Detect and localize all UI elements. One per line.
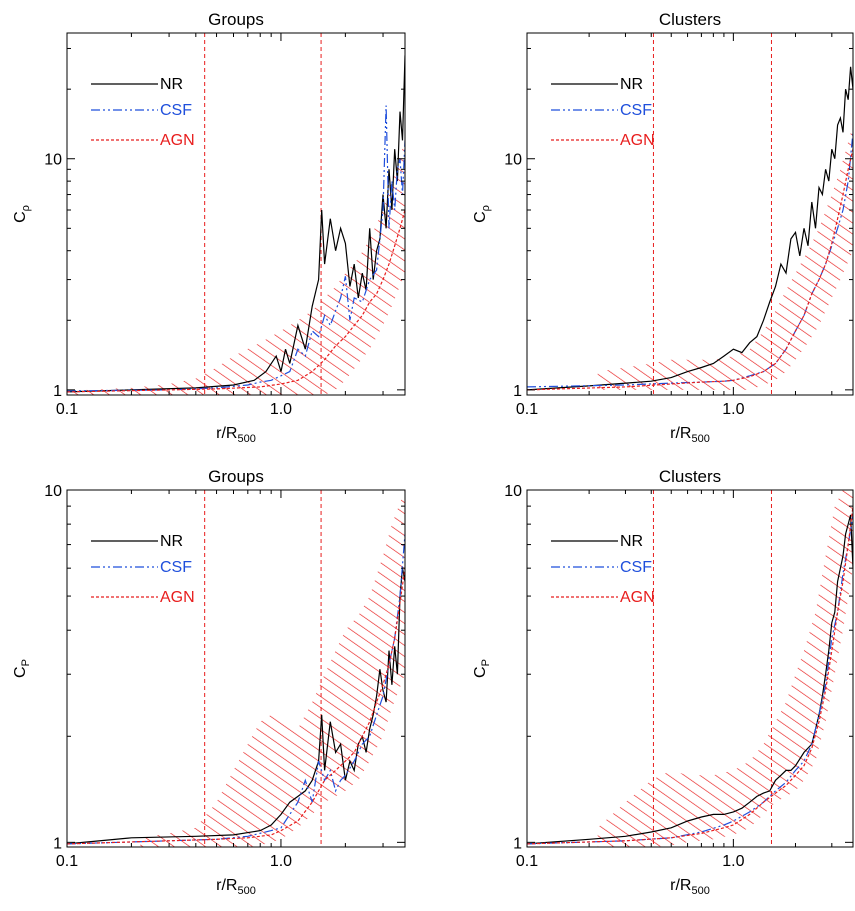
x-tick-label: 1.0 xyxy=(270,401,292,418)
axes-frame xyxy=(526,32,854,396)
y-tick-label: 10 xyxy=(504,152,522,169)
panel-title: Clusters xyxy=(659,467,721,486)
y-tick-label: 1 xyxy=(53,835,62,852)
y-tick-label: 10 xyxy=(44,483,62,500)
legend-label-agn: AGN xyxy=(160,589,195,606)
scatter-band xyxy=(597,125,853,390)
legend-label-nr: NR xyxy=(620,76,643,93)
plot-area xyxy=(527,490,853,847)
axes-frame xyxy=(66,489,406,848)
legend-label-nr: NR xyxy=(160,533,183,550)
y-axis-label: Cρ xyxy=(12,205,32,223)
panel-title: Groups xyxy=(208,467,264,486)
x-tick-label: 0.1 xyxy=(56,853,78,870)
panel-title: Groups xyxy=(208,10,264,29)
plot-area xyxy=(67,33,405,395)
legend-label-csf: CSF xyxy=(160,559,192,576)
series-line-nr xyxy=(67,568,405,845)
legend: NR CSF AGN xyxy=(91,76,195,149)
axes-frame xyxy=(66,32,406,396)
series-line-agn xyxy=(67,568,405,845)
panel-4: 0.1 1.0 1 10 Clusters r/R500 CP NR CSF AGN xyxy=(472,467,854,897)
legend-label-agn: AGN xyxy=(160,132,195,149)
series-line-csf xyxy=(527,514,853,845)
y-axis-label: CP xyxy=(472,659,492,678)
legend-label-agn: AGN xyxy=(620,589,655,606)
series-line-csf xyxy=(527,132,853,388)
legend-label-nr: NR xyxy=(620,533,643,550)
x-tick-label: 1.0 xyxy=(270,853,292,870)
axes-frame xyxy=(526,489,854,848)
y-tick-label: 1 xyxy=(513,383,522,400)
panel-1: 0.1 1.0 1 10 Groups r/R500 Cρ NR CSF AGN xyxy=(12,10,406,445)
series-line-nr xyxy=(67,55,405,393)
x-axis-label: r/R500 xyxy=(216,877,256,897)
y-tick-label: 1 xyxy=(53,383,62,400)
legend-label-agn: AGN xyxy=(620,132,655,149)
series-line-csf xyxy=(67,105,405,392)
y-axis-label: CP xyxy=(12,659,32,678)
scatter-band xyxy=(597,490,853,847)
legend: NR CSF AGN xyxy=(551,76,655,149)
panel-2: 0.1 1.0 1 10 Clusters r/R500 Cρ NR CSF AGN xyxy=(472,10,854,445)
y-tick-label: 1 xyxy=(513,835,522,852)
panel-3: 0.1 1.0 1 10 Groups r/R500 CP NR CSF AGN xyxy=(12,467,406,897)
x-tick-label: 1.0 xyxy=(722,401,744,418)
legend: NR CSF AGN xyxy=(551,533,655,606)
x-axis-label: r/R500 xyxy=(670,425,710,445)
plot-area xyxy=(527,33,853,395)
series-line-csf xyxy=(67,533,405,845)
series-line-nr xyxy=(527,66,853,391)
scatter-band xyxy=(140,490,405,847)
legend: NR CSF AGN xyxy=(91,533,195,606)
series-line-agn xyxy=(527,506,853,845)
series-line-agn xyxy=(527,149,853,391)
plot-area xyxy=(67,490,405,847)
legend-label-csf: CSF xyxy=(160,102,192,119)
x-axis-label: r/R500 xyxy=(216,425,256,445)
y-tick-label: 10 xyxy=(44,152,62,169)
legend-label-nr: NR xyxy=(160,76,183,93)
x-tick-label: 1.0 xyxy=(722,853,744,870)
panel-title: Clusters xyxy=(659,10,721,29)
x-axis-label: r/R500 xyxy=(670,877,710,897)
series-line-nr xyxy=(527,514,853,845)
legend-label-csf: CSF xyxy=(620,559,652,576)
x-tick-label: 0.1 xyxy=(516,401,538,418)
x-tick-label: 0.1 xyxy=(516,853,538,870)
y-tick-label: 10 xyxy=(504,483,522,500)
x-tick-label: 0.1 xyxy=(56,401,78,418)
y-axis-label: Cρ xyxy=(472,205,492,223)
series-line-agn xyxy=(67,209,405,393)
legend-label-csf: CSF xyxy=(620,102,652,119)
